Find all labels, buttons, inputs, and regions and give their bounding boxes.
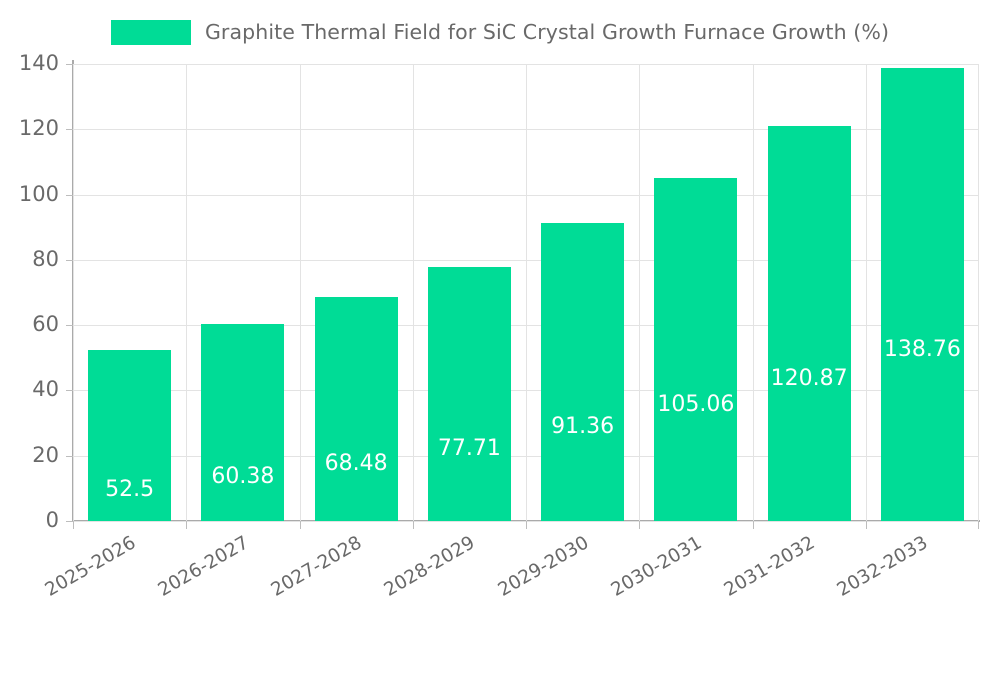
y-axis-tick-label: 20 (32, 442, 59, 467)
legend-label: Graphite Thermal Field for SiC Crystal G… (204, 20, 890, 44)
gridline-vertical (639, 64, 640, 521)
bar-value-label: 52.5 (105, 476, 155, 502)
bar[interactable] (880, 68, 964, 521)
x-axis-tick-label: 2030-2031 (607, 532, 706, 601)
chart-legend: Graphite Thermal Field for SiC Crystal G… (0, 14, 1000, 50)
x-axis-tick (526, 521, 527, 529)
y-axis-tick (66, 194, 73, 196)
x-axis-tick (413, 521, 414, 529)
x-axis-tick (753, 521, 754, 529)
y-axis-tick (66, 259, 73, 261)
x-axis-tick (978, 521, 979, 529)
bar[interactable] (201, 323, 285, 521)
x-axis-tick-label: 2032-2033 (834, 532, 932, 601)
bar-value-label: 68.48 (324, 451, 388, 476)
y-axis-tick-label: 80 (32, 246, 59, 271)
bar[interactable] (314, 297, 398, 521)
y-axis-tick (66, 129, 73, 131)
y-axis-tick (66, 390, 73, 392)
bar[interactable] (541, 222, 625, 521)
y-axis-tick (66, 64, 73, 65)
plot-area: 52.5 60.38 68.48 77.71 91.36 105.06 120.87 138.… (66, 64, 979, 529)
x-axis-tick-label: 2027-2028 (267, 532, 366, 601)
gridline-vertical (978, 64, 979, 521)
y-axis-tick-label: 60 (32, 312, 59, 337)
x-axis-tick (639, 521, 640, 529)
bar-value-label: 77.71 (437, 436, 501, 462)
bar-value-label: 91.36 (551, 413, 615, 439)
bar-value-label: 120.87 (770, 366, 848, 392)
x-axis-tick-label: 2029-2030 (494, 532, 593, 601)
x-axis-tick-label: 2031-2032 (720, 532, 819, 601)
gridline-vertical (73, 64, 74, 521)
legend-color-swatch (110, 19, 191, 45)
x-axis-tick-label: 2026-2027 (154, 532, 253, 601)
y-axis-tick-label: 120 (18, 116, 59, 141)
y-axis-tick (66, 455, 73, 457)
gridline-vertical (526, 64, 527, 521)
y-axis-tick-label: 100 (18, 181, 59, 206)
x-axis-tick-label: 2028-2029 (381, 532, 479, 601)
y-axis-tick-label: 40 (32, 377, 59, 402)
y-axis-tick (66, 325, 73, 327)
x-axis-tick (300, 521, 301, 529)
x-axis-tick (866, 521, 867, 529)
y-axis-tick-label: 140 (18, 51, 59, 75)
gridline-vertical (300, 64, 301, 521)
gridline-vertical (866, 64, 867, 521)
gridline-vertical (753, 64, 754, 521)
bar-chart: Graphite Thermal Field for SiC Crystal G… (0, 14, 1000, 601)
gridline-vertical (186, 64, 187, 521)
bar[interactable] (427, 267, 511, 521)
bar[interactable] (767, 126, 851, 521)
bar-value-label: 60.38 (211, 464, 275, 490)
bar[interactable] (88, 349, 172, 521)
bar[interactable] (654, 178, 738, 521)
x-axis-tick (186, 521, 187, 529)
x-axis-tick (73, 521, 74, 529)
y-axis-tick (66, 521, 73, 522)
y-axis-tick-label: 0 (45, 508, 59, 532)
gridline-vertical (413, 64, 414, 521)
bar-value-label: 105.06 (657, 391, 735, 417)
bar-value-label: 138.76 (883, 337, 961, 363)
